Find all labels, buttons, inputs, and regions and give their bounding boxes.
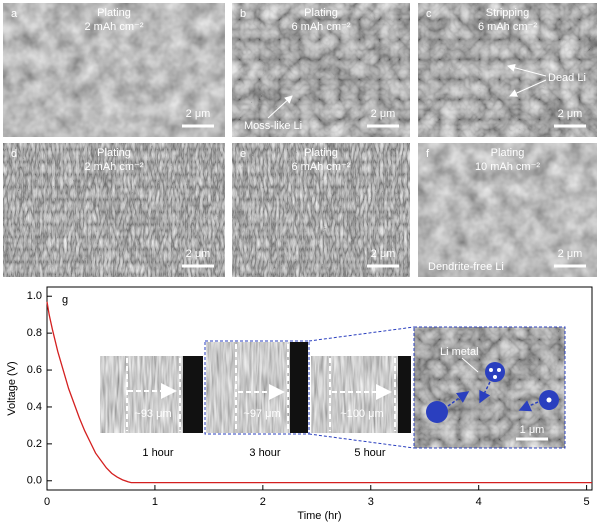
x-tick-label: 4 (476, 496, 482, 508)
sem-image (3, 3, 225, 137)
panel-title: Plating (304, 7, 338, 19)
time-label: 5 hour (354, 447, 386, 459)
chart: 0.0 0.2 0.4 0.6 0.8 1.0 0 1 2 3 4 5 Time (hr) Voltage… (6, 286, 593, 522)
panel-letter: b (240, 8, 246, 20)
panel-title: Plating (97, 147, 131, 159)
panel-title: Plating (97, 7, 131, 19)
x-tick-label: 0 (44, 496, 50, 508)
panel-letter: e (240, 148, 246, 160)
x-tick-label: 5 (584, 496, 590, 508)
sem-image (3, 143, 225, 277)
zoom-label: Li metal (440, 346, 479, 358)
panel-capacity: 6 mAh cm⁻² (292, 21, 351, 33)
x-tick-label: 3 (368, 496, 374, 508)
y-tick-label: 0.0 (27, 475, 42, 487)
inset-edge (398, 356, 411, 433)
zoom-pointer (461, 357, 479, 373)
panel-letter: g (62, 294, 68, 306)
voltage-line (46, 301, 592, 484)
panel-capacity: 2 mAh cm⁻² (85, 161, 144, 173)
annotation-arrow (509, 79, 547, 97)
scale-label: 2 μm (371, 248, 396, 260)
sem-image (232, 3, 410, 137)
inset-highlight (204, 340, 310, 435)
y-tick-label: 0.4 (27, 401, 42, 413)
thickness-label: ~100 μm (340, 408, 383, 420)
insets: ~93 μm ~97 μm ~100 μm 1 hour 3 hour 5 ho… (100, 326, 566, 459)
inset-edge (290, 342, 308, 433)
panel-letter: d (11, 148, 17, 160)
zoom-border (413, 326, 566, 449)
thickness-guides (126, 344, 396, 431)
panel-capacity: 6 mAh cm⁻² (478, 21, 537, 33)
annotation-arrow (267, 95, 293, 119)
y-tick-label: 0.8 (27, 327, 42, 339)
scale-label: 2 μm (558, 248, 583, 260)
y-axis-label: Voltage (V) (6, 361, 18, 415)
panel-letter: c (426, 8, 432, 20)
zoom-connector (308, 433, 415, 449)
plot-frame (46, 286, 593, 491)
thickness-label: ~93 μm (134, 408, 171, 420)
panel-title: Stripping (486, 7, 529, 19)
panel-title: Plating (491, 147, 525, 159)
panel-annotation: Dead Li (548, 72, 586, 84)
panel-capacity: 2 mAh cm⁻² (85, 21, 144, 33)
sem-image (418, 143, 597, 277)
zoom-image (414, 327, 565, 448)
scale-label: 2 μm (186, 248, 211, 260)
panel-letter: f (426, 148, 430, 160)
panel-capacity: 6 mAh cm⁻² (292, 161, 351, 173)
scale-label: 2 μm (371, 108, 396, 120)
y-tick-label: 1.0 (27, 290, 42, 302)
panel-annotation: Dendrite-free Li (428, 261, 504, 273)
zoom-connector (308, 326, 415, 342)
panel-capacity: 10 mAh cm⁻² (475, 161, 540, 173)
thickness-label: ~97 μm (243, 408, 280, 420)
panel-title: Plating (304, 147, 338, 159)
scale-label: 1 μm (520, 424, 545, 436)
y-tick-label: 0.2 (27, 438, 42, 450)
time-label: 1 hour (142, 447, 174, 459)
annotation-arrow (507, 63, 547, 77)
sem-image (232, 143, 410, 277)
x-axis-label: Time (hr) (297, 510, 341, 522)
x-tick-label: 1 (152, 496, 158, 508)
panel-annotation: Moss-like Li (244, 120, 302, 132)
inset-edge (183, 356, 203, 433)
x-tick-label: 2 (260, 496, 266, 508)
panel-letter: a (11, 8, 18, 20)
scale-label: 2 μm (186, 108, 211, 120)
scale-label: 2 μm (558, 108, 583, 120)
time-label: 3 hour (249, 447, 281, 459)
sem-panels: a Plating 2 mAh cm⁻² 2 μm b Plating 6 mAh cm⁻²… (3, 3, 597, 277)
y-tick-label: 0.6 (27, 364, 42, 376)
